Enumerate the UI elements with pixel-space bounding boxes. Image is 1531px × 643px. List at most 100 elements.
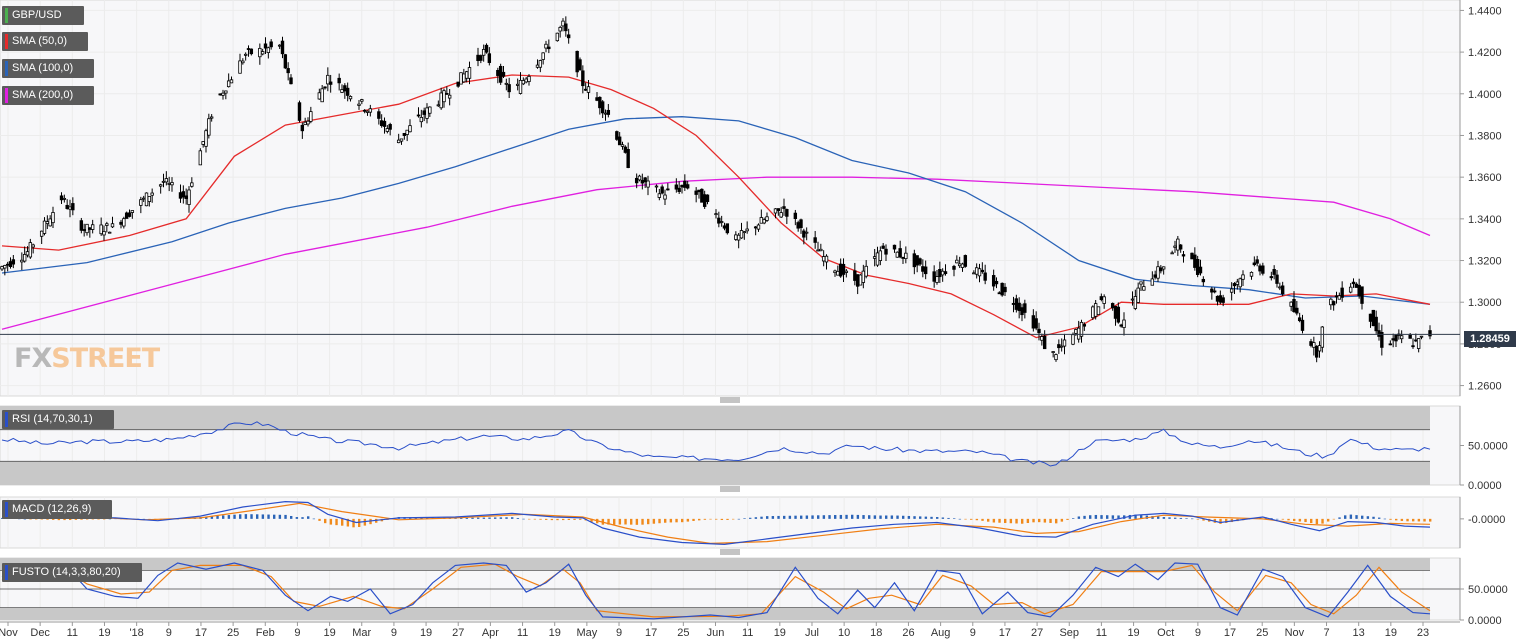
macd-histogram-bar (1111, 515, 1115, 519)
macd-histogram-bar (80, 518, 83, 520)
candle-body (425, 107, 429, 119)
candle-body (1023, 303, 1027, 313)
candle-body (555, 32, 560, 42)
macd-histogram-bar (981, 518, 984, 521)
candle-body (804, 231, 809, 234)
candle-body (1133, 296, 1138, 309)
x-tick-label: 19 (774, 627, 786, 639)
macd-histogram-bar (142, 518, 146, 520)
candle-body (263, 43, 268, 49)
x-tick-label: Jul (805, 627, 819, 639)
candle-body (266, 47, 271, 53)
macd-histogram-bar (57, 518, 61, 521)
candle-body (626, 149, 630, 169)
candle-body (654, 185, 659, 188)
candle-body (1357, 284, 1361, 297)
candle-body (561, 20, 565, 27)
price-y-tick-label: 1.4000 (1468, 89, 1502, 101)
macd-histogram-bar (817, 515, 820, 519)
candle-body (110, 223, 115, 228)
candle-body (637, 175, 642, 181)
candle-body (1119, 324, 1123, 327)
macd-histogram-bar (851, 514, 854, 519)
macd-histogram-bar (992, 518, 996, 523)
candle-body (107, 231, 112, 234)
candle-body (819, 248, 823, 252)
candle-body (28, 242, 33, 258)
candle-body (1354, 283, 1359, 288)
macd-histogram-bar (1225, 518, 1228, 523)
candle-body (303, 121, 307, 126)
legend-sma50[interactable]: SMA (50,0) (2, 32, 88, 51)
macd-histogram-bar (754, 517, 758, 519)
macd-histogram-bar (528, 518, 531, 520)
candle-body (422, 110, 426, 115)
macd-histogram-bar (800, 515, 803, 519)
macd-histogram-bar (516, 517, 520, 519)
x-tick-label: Nov (0, 627, 18, 639)
macd-histogram-bar (1429, 518, 1432, 522)
macd-histogram-bar (732, 518, 735, 520)
macd-panel (1, 500, 1432, 546)
macd-histogram-bar (488, 517, 491, 519)
candle-body (1011, 303, 1016, 305)
legend-fusto-swatch (5, 565, 8, 580)
legend-fusto[interactable]: FUSTO (14,3,3,80,20) (2, 563, 142, 582)
candle-body (464, 71, 469, 79)
price-candles (0, 16, 1432, 363)
price-y-tick-label: 1.3600 (1468, 172, 1502, 184)
macd-histogram-bar (239, 514, 242, 519)
candle-body (878, 250, 883, 261)
macd-histogram-bar (358, 518, 361, 528)
macd-histogram-bar (896, 515, 899, 519)
macd-histogram-bar (562, 518, 565, 521)
rsi-oversold-band (0, 461, 1430, 485)
candle-body (122, 218, 126, 227)
candle-body (776, 208, 781, 212)
legend-sma100[interactable]: SMA (100,0) (2, 59, 94, 78)
macd-histogram-bar (1310, 518, 1313, 524)
candle-body (445, 93, 449, 95)
candle-body (1351, 281, 1356, 285)
macd-histogram-bar (346, 518, 350, 527)
x-tick-label: Oct (1157, 627, 1174, 639)
legend-macd[interactable]: MACD (12,26,9) (2, 500, 112, 519)
macd-histogram-bar (777, 515, 780, 519)
legend-pair[interactable]: GBP/USD (2, 6, 84, 25)
candle-body (317, 92, 322, 100)
candle-body (527, 76, 531, 82)
candle-body (756, 224, 761, 230)
candle-body (841, 263, 846, 275)
macd-histogram-bar (52, 518, 55, 520)
macd-histogram-bar (947, 517, 950, 519)
macd-histogram-bar (1327, 518, 1330, 522)
candle-body (442, 90, 446, 103)
candle-body (323, 86, 327, 89)
candle-body (1388, 343, 1393, 346)
candle-body (1000, 282, 1004, 296)
macd-histogram-bar (273, 514, 276, 519)
candle-body (521, 80, 526, 85)
macd-histogram-bar (477, 517, 480, 519)
x-tick-label: Mar (352, 627, 371, 639)
legend-rsi[interactable]: RSI (14,70,30,1) (2, 410, 114, 429)
macd-histogram-bar (658, 518, 661, 524)
macd-histogram-bar (295, 517, 299, 519)
candle-body (983, 272, 987, 281)
candle-body (436, 104, 441, 107)
sma200-line (1, 176, 1431, 330)
candle-body (1348, 286, 1353, 293)
candle-body (164, 178, 169, 183)
macd-histogram-bar (227, 515, 231, 519)
legend-sma200[interactable]: SMA (200,0) (2, 86, 94, 105)
candle-body (972, 272, 976, 275)
macd-histogram-bar (1043, 518, 1047, 523)
candle-body (600, 101, 605, 114)
candle-body (229, 79, 234, 84)
candle-body (1173, 245, 1177, 248)
candle-body (365, 110, 370, 113)
legend-sma200-label: SMA (200,0) (12, 89, 74, 101)
candle-body (22, 254, 27, 262)
candle-body (1309, 341, 1313, 346)
candle-body (1258, 265, 1262, 272)
